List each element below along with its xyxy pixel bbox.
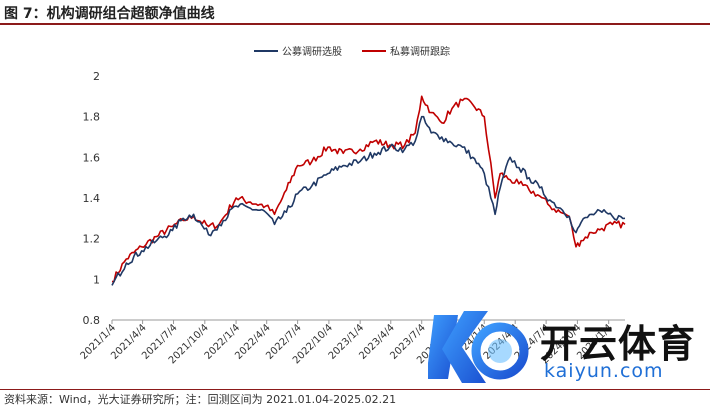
- watermark-logo-icon: [428, 311, 529, 383]
- y-tick-label: 1.6: [83, 151, 101, 164]
- y-axis: 2 1.8 1.6 1.4 1.2 1 0.8: [83, 70, 101, 327]
- figure-title: 图 7：机构调研组合超额净值曲线: [4, 6, 215, 22]
- series-line-2: [111, 95, 626, 283]
- watermark-chinese-text: 开云体育: [540, 322, 697, 366]
- excess-nav-line-chart: 公募调研选股 私募调研跟踪 21.81.61.41.210.8 2021/1/4…: [79, 45, 626, 366]
- series-lines: [111, 95, 626, 286]
- y-tick-label: 1.2: [83, 233, 101, 246]
- legend-label-series2: 私募调研跟踪: [390, 45, 450, 58]
- chart-legend: 公募调研选股 私募调研跟踪: [254, 45, 450, 58]
- legend-label-series1: 公募调研选股: [282, 45, 342, 58]
- title-rule: [0, 23, 710, 25]
- y-tick-label: 0.8: [83, 314, 101, 327]
- watermark: 开云体育 kaiyun.com: [428, 307, 708, 387]
- watermark-english-text: kaiyun.com: [544, 360, 664, 382]
- y-tick-label: 2: [93, 70, 100, 83]
- y-tick-label: 1.8: [83, 111, 101, 124]
- series-line-1: [111, 115, 626, 286]
- footnote-rule: [0, 389, 710, 390]
- y-tick-label: 1.4: [83, 192, 101, 205]
- source-footnote: 资料来源：Wind，光大证券研究所；注：回测区间为 2021.01.04-202…: [4, 393, 397, 406]
- y-tick-label: 1: [93, 273, 100, 286]
